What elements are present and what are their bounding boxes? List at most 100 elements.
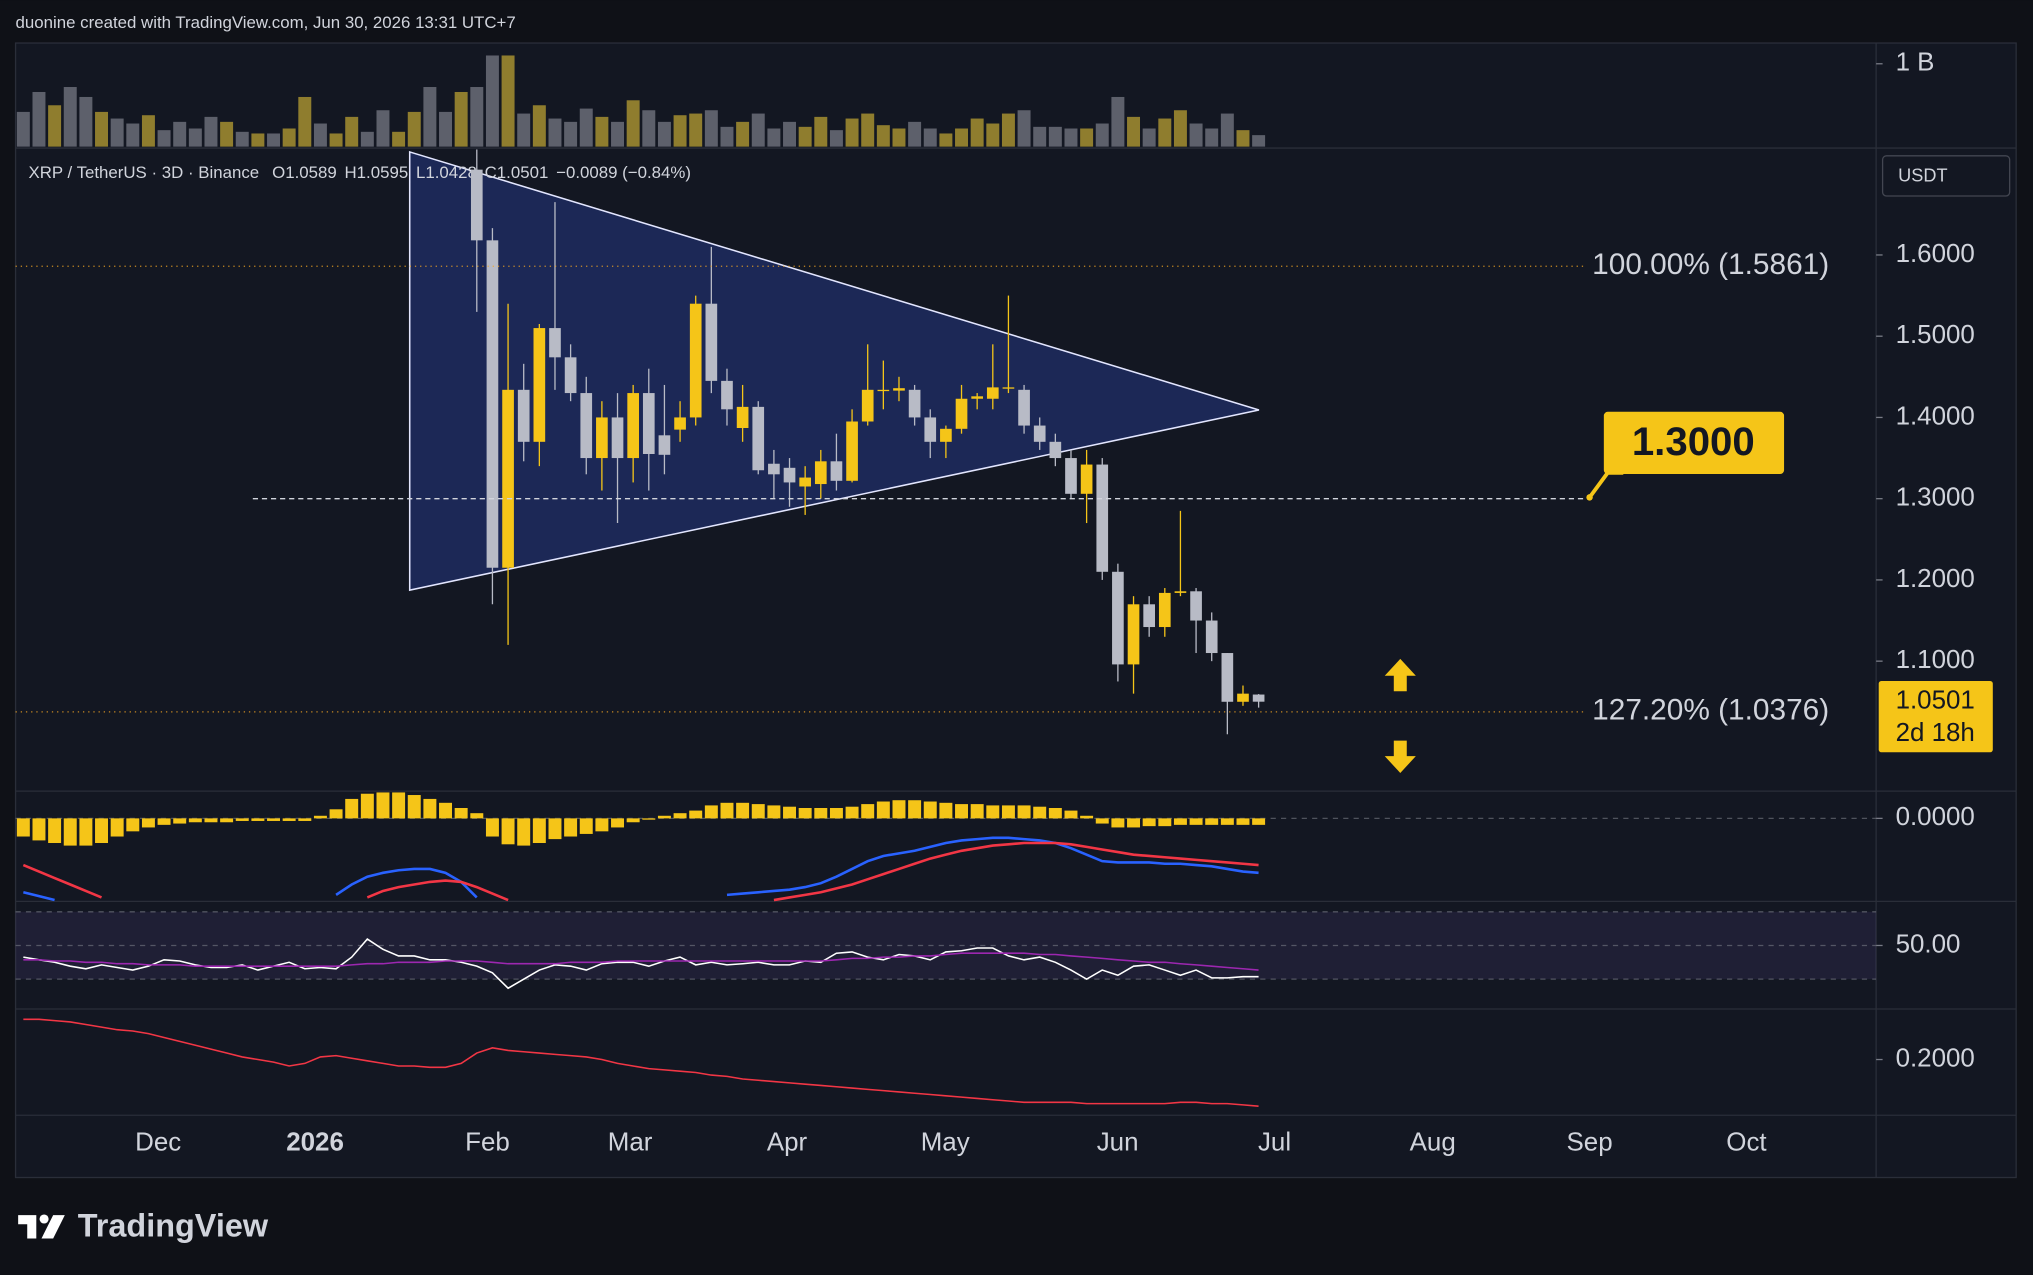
volume-bar	[1064, 128, 1078, 147]
volume-bar	[955, 128, 969, 147]
volume-bar	[876, 125, 890, 147]
indicator-line	[22, 841, 1259, 902]
volume-bar	[611, 121, 625, 147]
macd-histogram-bar	[1173, 818, 1187, 825]
volume-bar	[16, 111, 30, 147]
volume-bar	[657, 121, 671, 147]
y-tick-label: 1.5000	[1896, 321, 1975, 349]
macd-histogram-bar	[986, 805, 1000, 819]
candle-body	[627, 393, 639, 459]
volume-bar	[814, 116, 828, 147]
volume-bar	[642, 110, 656, 147]
callout-anchor	[1586, 494, 1593, 501]
macd-histogram-bar	[392, 792, 406, 819]
volume-bar	[1236, 130, 1250, 147]
y-tick-label: 0.0000	[1896, 803, 1975, 831]
candle-body	[955, 398, 968, 429]
macd-histogram-bar	[532, 818, 546, 844]
macd-histogram-bar	[454, 807, 468, 819]
pane-line	[23, 938, 1259, 990]
volume-bar	[845, 118, 859, 147]
candle-body	[893, 388, 905, 391]
volume-bar	[720, 126, 734, 147]
macd-histogram-bar	[798, 807, 812, 819]
macd-histogram-bar	[1252, 818, 1266, 825]
macd-histogram-bar	[517, 818, 531, 846]
ohlc-value: H1.0595	[345, 163, 409, 182]
volume-bar	[329, 133, 343, 147]
volume-bar	[1189, 123, 1203, 147]
candle-body	[1127, 604, 1140, 665]
candle-body	[1174, 591, 1187, 593]
macd-histogram-bar	[1236, 818, 1250, 825]
indicator-line	[23, 1018, 1259, 1107]
indicator-line	[23, 836, 1259, 902]
macd-histogram-bar	[1158, 818, 1172, 827]
x-tick-label: Dec	[135, 1129, 181, 1157]
macd-histogram-bar	[704, 805, 718, 819]
volume-bar	[501, 55, 515, 147]
volume-bar	[829, 130, 843, 147]
macd-histogram-bar	[892, 800, 906, 819]
macd-histogram-bar	[251, 818, 265, 821]
ohlc-value: L1.0428	[416, 163, 477, 182]
macd-histogram-bar	[48, 818, 62, 844]
x-tick-label: Feb	[465, 1129, 510, 1157]
candle-body	[814, 461, 827, 485]
macd-histogram-bar	[1048, 807, 1062, 819]
y-tick-label: 1.2000	[1896, 565, 1975, 593]
macd-histogram-bar	[126, 818, 140, 832]
volume-bar	[1252, 135, 1266, 147]
volume-bar	[704, 110, 718, 147]
volume-bar	[376, 110, 390, 147]
callout-box	[1603, 411, 1785, 475]
macd-histogram-bar	[407, 795, 421, 819]
candle-body	[611, 417, 624, 459]
last-price-label: 1.0501	[1896, 687, 1975, 715]
currency-button[interactable]	[1881, 155, 2011, 197]
macd-histogram-bar	[1017, 805, 1031, 819]
volume-bar	[345, 116, 359, 147]
volume-bar	[595, 116, 609, 147]
candle-body	[752, 406, 765, 471]
candle-body	[861, 389, 874, 422]
candle-body	[470, 169, 483, 241]
macd-histogram-bar	[501, 818, 515, 845]
currency-label[interactable]: USDT	[1898, 165, 1947, 185]
candle-body	[1002, 387, 1015, 389]
macd-histogram-bar	[79, 818, 93, 846]
volume-bar	[1173, 110, 1187, 147]
candle-body	[596, 417, 608, 459]
macd-histogram-bar	[1080, 815, 1094, 819]
macd-histogram-bar	[329, 809, 343, 819]
volume-bar	[1142, 128, 1156, 147]
x-tick-label: Jul	[1258, 1129, 1291, 1157]
candle-body	[1065, 458, 1077, 494]
volume-bar	[298, 96, 312, 147]
candle-body	[924, 417, 937, 442]
arrow-down	[1384, 740, 1416, 773]
macd-histogram-bar	[32, 818, 46, 841]
volume-bar	[188, 128, 202, 147]
watermark-text: TradingView	[78, 1208, 269, 1244]
candle-body	[1190, 591, 1202, 621]
volume-bar	[235, 131, 249, 147]
candle-body	[533, 328, 546, 442]
macd-histogram-bar	[1095, 818, 1109, 824]
macd-histogram-bar	[767, 805, 781, 819]
triangle-pattern	[408, 150, 1260, 592]
macd-histogram-bar	[1189, 818, 1203, 825]
macd-histogram-bar	[814, 807, 828, 819]
volume-bar	[767, 128, 781, 147]
x-tick-label: Oct	[1726, 1129, 1767, 1157]
volume-bar	[48, 105, 62, 147]
macd-histogram-bar	[611, 818, 625, 828]
ohlc-value: C1.0501	[485, 163, 549, 182]
x-tick-label: Aug	[1410, 1129, 1456, 1157]
volume-bar	[173, 121, 187, 147]
logo-mark	[41, 1215, 65, 1239]
macd-histogram-bar	[298, 818, 312, 821]
macd-histogram-bar	[1001, 805, 1015, 819]
y-tick-label: 0.2000	[1896, 1044, 1975, 1072]
